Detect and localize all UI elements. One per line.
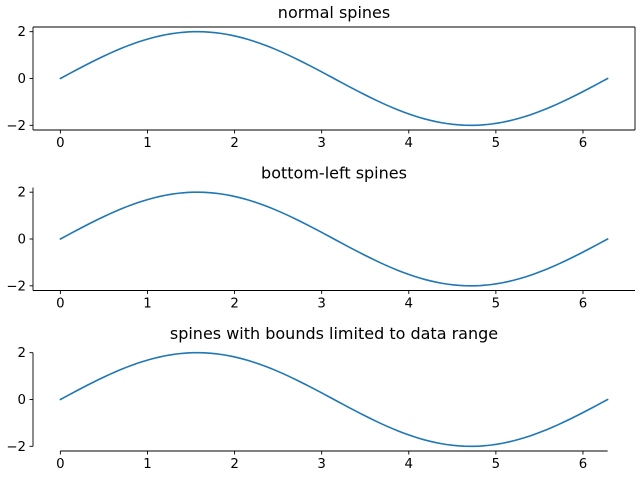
subplot-3-x-tick-label: 4: [405, 457, 413, 472]
subplot-2-title: bottom-left spines: [261, 164, 407, 183]
subplot-1-x-tick-label: 3: [317, 136, 325, 151]
subplot-1-x-tick-label: 2: [230, 136, 238, 151]
subplot-1-y-tick-label: −2: [6, 119, 26, 134]
subplot-1-title: normal spines: [278, 3, 390, 22]
subplot-1-x-tick-label: 5: [492, 136, 500, 151]
subplot-2-y-tick-label: −2: [6, 279, 26, 294]
subplot-3-x-tick-label: 2: [230, 457, 238, 472]
subplot-2-sine-curve: [59, 191, 609, 287]
subplot-3-title: spines with bounds limited to data range: [170, 324, 498, 343]
subplot-3-x-tick-label: 3: [317, 457, 325, 472]
subplot-1-y-tick-label: 2: [18, 25, 26, 40]
subplot-1-x-tick-label: 1: [143, 136, 151, 151]
subplot-2-y-tick-label: 2: [18, 186, 26, 201]
subplot-3-x-tick-label: 0: [56, 457, 64, 472]
subplot-2: 0 1 2 3 4 5 6 −2 0 2 bottom-left spines: [6, 164, 635, 312]
subplot-1-x-tick-label: 4: [405, 136, 413, 151]
subplot-2-y-tick-label: 0: [18, 233, 26, 248]
subplot-1-sine-curve: [59, 30, 609, 127]
subplot-1-x-tick-label: 6: [579, 136, 587, 151]
subplot-2-x-tick-label: 2: [230, 297, 238, 312]
subplot-3-y-tick-label: 2: [18, 346, 26, 361]
subplot-1-y-tick-label: 0: [18, 72, 26, 87]
subplot-2-x-tick-label: 3: [317, 297, 325, 312]
subplot-2-x-tick-label: 0: [56, 297, 64, 312]
subplot-3-x-tick-label: 6: [579, 457, 587, 472]
subplot-3-y-tick-label: 0: [18, 393, 26, 408]
subplot-1-x-tick-label: 0: [56, 136, 64, 151]
subplot-3-y-tick-label: −2: [6, 440, 26, 455]
subplot-3-x-tick-label: 5: [492, 457, 500, 472]
subplot-2-x-tick-label: 5: [492, 297, 500, 312]
subplot-1: 0 1 2 3 4 5 6 −2 0 2 normal spines: [6, 3, 636, 151]
subplot-3: 0 1 2 3 4 5 6 −2 0 2 spines with bounds limited to…: [6, 324, 609, 472]
subplot-3-sine-curve: [59, 351, 609, 448]
subplot-2-x-tick-label: 6: [579, 297, 587, 312]
subplot-2-x-tick-label: 4: [405, 297, 413, 312]
subplot-2-x-tick-label: 1: [143, 297, 151, 312]
subplot-3-x-tick-label: 1: [143, 457, 151, 472]
